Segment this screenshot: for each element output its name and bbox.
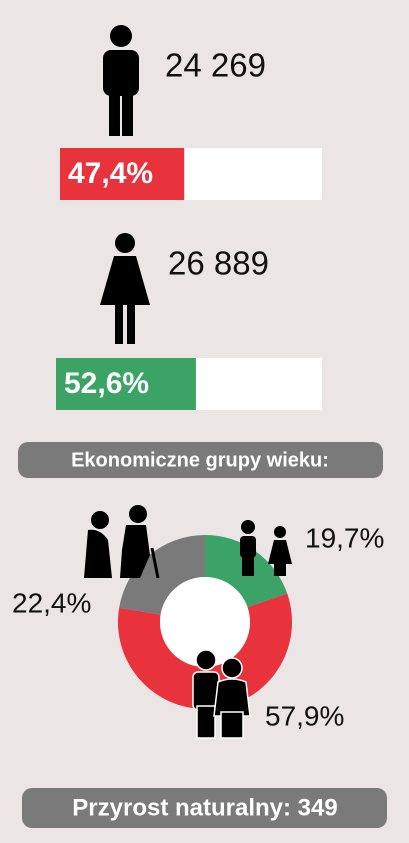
segment-label: 22,4% — [12, 587, 91, 618]
age-title: Ekonomiczne grupy wieku: — [71, 449, 329, 471]
men-count: 24 269 — [165, 47, 266, 84]
footer-pill — [22, 788, 387, 828]
footer: Przyrost naturalny: 349 — [72, 794, 337, 821]
donut-segment — [119, 535, 205, 615]
bar-label: 47,4% — [68, 157, 153, 190]
elderly-icon — [84, 505, 160, 579]
donut-hole — [160, 577, 250, 667]
woman-icon — [100, 233, 150, 344]
family-icon — [240, 520, 292, 576]
age-title-pill — [18, 442, 383, 478]
man-icon — [103, 25, 139, 136]
women-count: 26 889 — [168, 245, 269, 282]
donut-segment — [117, 593, 293, 709]
segment-label: 19,7% — [305, 522, 384, 553]
bar-label: 52,6% — [64, 367, 149, 400]
bar — [56, 358, 196, 410]
segment-label: 57,9% — [265, 700, 344, 731]
adults-icon — [192, 649, 251, 739]
bar — [60, 148, 185, 200]
